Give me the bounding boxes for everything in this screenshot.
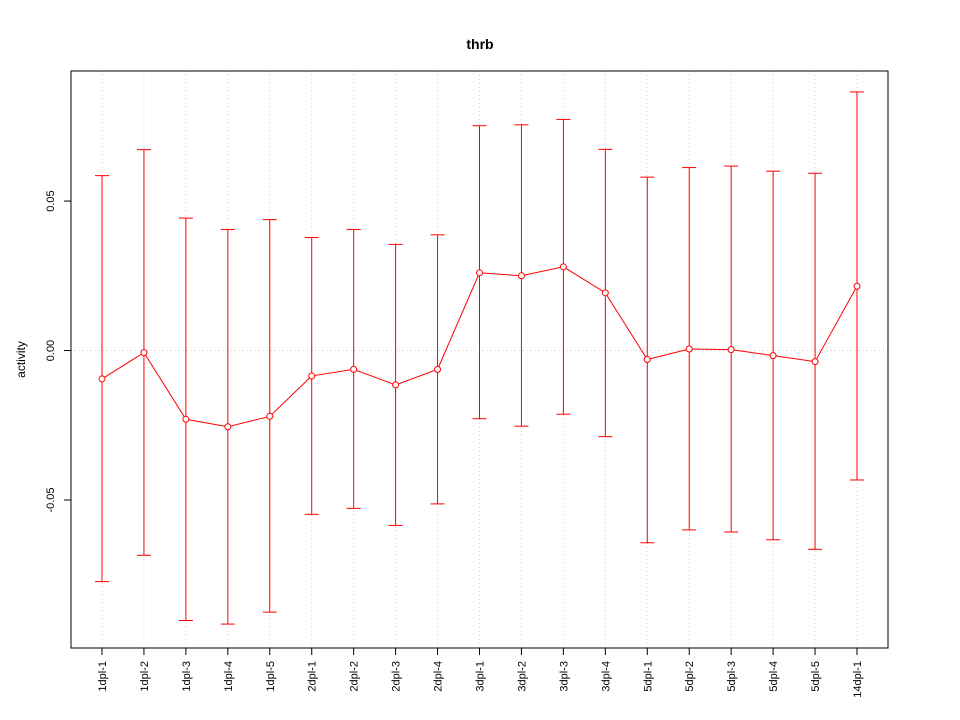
data-point xyxy=(308,372,316,380)
x-tick-label: 1dpl-2 xyxy=(139,661,151,692)
data-point xyxy=(224,423,232,431)
data-point xyxy=(392,381,400,389)
data-point xyxy=(182,415,190,423)
x-tick-label: 3dpl-2 xyxy=(516,661,528,692)
x-tick-label: 3dpl-4 xyxy=(600,661,612,692)
data-point xyxy=(727,346,735,354)
data-point xyxy=(434,365,442,373)
series-layer xyxy=(95,91,864,625)
y-tick-label: 0.00 xyxy=(45,340,57,361)
x-tick-label: 5dpl-2 xyxy=(684,661,696,692)
x-axis: 1dpl-1 1dpl-2 1dpl-3 1dpl-4 1dpl-5 2dpl-1 2dpl… xyxy=(97,647,864,698)
data-point xyxy=(98,375,106,383)
x-tick-label: 1dpl-4 xyxy=(223,661,235,692)
x-tick-label: 14dpl-1 xyxy=(852,661,864,698)
data-point xyxy=(559,263,567,271)
x-tick-label: 5dpl-1 xyxy=(642,661,654,692)
data-point xyxy=(476,269,483,277)
x-tick-label: 5dpl-4 xyxy=(768,661,780,692)
data-point xyxy=(643,356,651,363)
data-point xyxy=(350,365,358,373)
data-point xyxy=(601,289,609,297)
y-axis-label: activity xyxy=(14,341,28,378)
x-tick-label: 5dpl-5 xyxy=(810,661,822,692)
data-point xyxy=(769,352,777,360)
x-tick-label: 2dpl-3 xyxy=(391,661,403,692)
x-tick-label: 1dpl-5 xyxy=(265,661,277,692)
x-tick-label: 1dpl-3 xyxy=(181,661,193,692)
x-tick-label: 3dpl-1 xyxy=(475,661,487,692)
x-tick-label: 2dpl-1 xyxy=(307,661,319,692)
data-point xyxy=(517,272,525,280)
y-axis: -0.05 0.00 0.05 xyxy=(45,190,72,513)
data-point xyxy=(685,345,693,353)
chart-title: thrb xyxy=(466,36,493,52)
x-tick-label: 1dpl-1 xyxy=(97,661,109,692)
x-tick-label: 2dpl-2 xyxy=(349,661,361,692)
data-point xyxy=(853,282,861,290)
data-point xyxy=(811,358,819,366)
x-tick-label: 3dpl-3 xyxy=(558,661,570,692)
x-tick-label: 5dpl-3 xyxy=(726,661,738,692)
y-tick-label: 0.05 xyxy=(45,190,57,211)
y-tick-label: -0.05 xyxy=(45,487,57,512)
data-point xyxy=(266,412,274,420)
x-tick-label: 2dpl-4 xyxy=(433,661,445,692)
data-point xyxy=(140,349,148,357)
